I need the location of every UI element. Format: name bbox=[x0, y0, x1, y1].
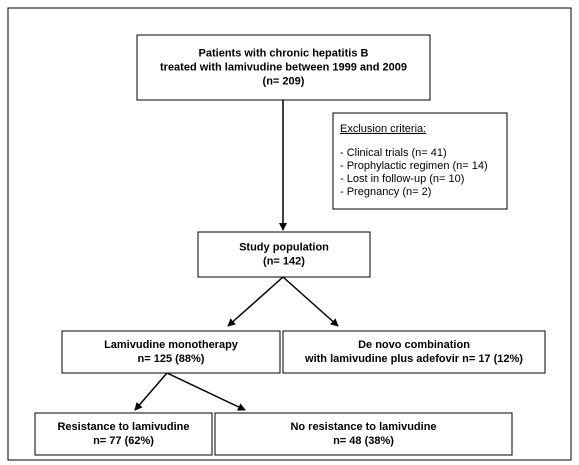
node-box bbox=[136, 34, 431, 101]
arrow bbox=[282, 276, 339, 327]
exclusion-box bbox=[332, 112, 508, 210]
exclusion-item: - Prophylactic regimen (n= 14) bbox=[340, 160, 488, 172]
node-label: Resistance to lamivudine bbox=[57, 421, 189, 433]
exclusion-item: - Clinical trials (n= 41) bbox=[340, 147, 447, 159]
node-label: with lamivudine plus adefovir n= 17 (12%… bbox=[304, 353, 523, 365]
node-box bbox=[282, 330, 546, 374]
node-box bbox=[214, 412, 513, 456]
arrow bbox=[134, 372, 168, 411]
node-label: Lamivudine monotherapy bbox=[104, 339, 239, 351]
node-box bbox=[61, 330, 281, 374]
exclusion-item: - Pregnancy (n= 2) bbox=[340, 186, 431, 198]
arrow bbox=[166, 372, 246, 411]
node-box bbox=[197, 231, 371, 278]
node-label: Patients with chronic hepatitis B bbox=[199, 47, 369, 59]
node-label: No resistance to lamivudine bbox=[290, 421, 436, 433]
node-label: Study population bbox=[239, 241, 329, 253]
node-box bbox=[34, 412, 213, 456]
exclusion-item: - Lost in follow-up (n= 10) bbox=[340, 173, 464, 185]
node-label: n= 48 (38%) bbox=[333, 435, 394, 447]
node-label: treated with lamivudine between 1999 and… bbox=[160, 61, 407, 73]
node-label: n= 125 (88%) bbox=[138, 353, 205, 365]
node-label: (n= 209) bbox=[263, 75, 305, 87]
node-label: n= 77 (62%) bbox=[93, 435, 154, 447]
node-label: De novo combination bbox=[358, 339, 470, 351]
arrow bbox=[227, 276, 284, 327]
node-label: (n= 142) bbox=[263, 255, 305, 267]
exclusion-title: Exclusion criteria: bbox=[340, 123, 426, 135]
